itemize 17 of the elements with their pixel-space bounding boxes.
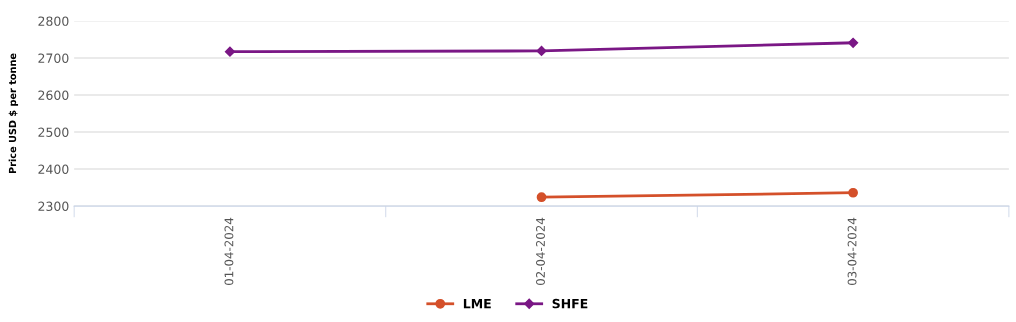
- x-tick-label: 03-04-2024: [847, 217, 857, 286]
- x-tick-label: 02-04-2024: [536, 217, 545, 286]
- y-tick-label: 2400: [38, 164, 69, 174]
- y-tick-label: 2800: [38, 16, 69, 26]
- y-tick-label: 2500: [38, 127, 69, 137]
- x-tick-label: 01-04-2024: [224, 217, 234, 286]
- point: [848, 187, 858, 198]
- point: [536, 45, 547, 57]
- point: [847, 37, 859, 48]
- y-tick-label: 2600: [38, 90, 69, 100]
- point: [536, 192, 547, 203]
- legend-label: LME: [463, 299, 491, 309]
- y-tick-label: 2300: [38, 201, 69, 212]
- legend-label: SHFE: [552, 298, 588, 309]
- point: [224, 46, 236, 57]
- y-axis-title: Price USD $ per tonne: [8, 53, 19, 174]
- y-tick-label: 2700: [38, 53, 69, 63]
